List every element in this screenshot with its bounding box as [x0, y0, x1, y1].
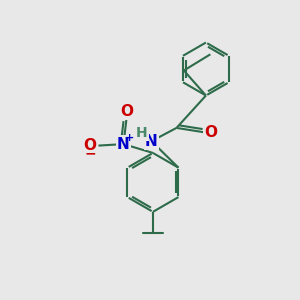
Text: O: O — [84, 138, 97, 153]
Text: N: N — [145, 134, 158, 149]
Text: −: − — [84, 147, 96, 161]
Text: N: N — [117, 136, 130, 152]
Text: H: H — [136, 126, 148, 140]
Text: +: + — [125, 133, 135, 142]
Text: O: O — [205, 125, 218, 140]
Text: O: O — [120, 104, 133, 119]
